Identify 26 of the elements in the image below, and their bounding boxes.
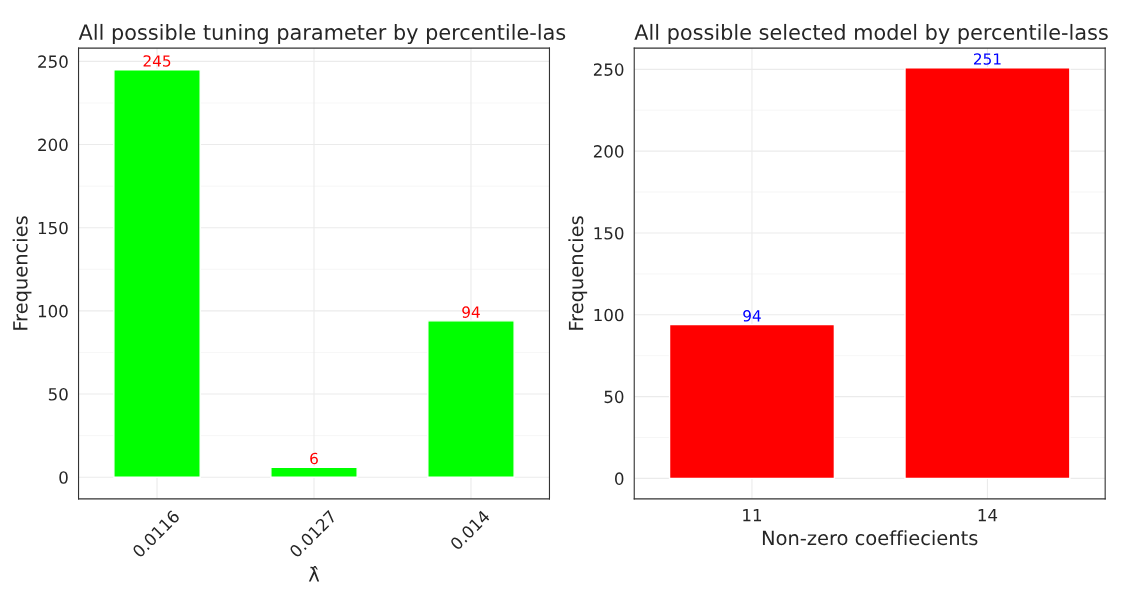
y-tick-label: 250 [38, 55, 68, 68]
y-tick-label: 150 [38, 221, 68, 235]
y-axis-title: Frequencies [568, 216, 588, 330]
y-tick-label: 0 [59, 471, 68, 484]
y-tick-label: 0 [615, 472, 624, 485]
y-tick-label: 100 [594, 308, 624, 322]
data-label: 6 [310, 452, 318, 465]
chart-title: All possible tuning parameter by percentile-las [78, 23, 566, 45]
bar [270, 466, 358, 478]
x-tick-label: 11 [743, 509, 762, 522]
y-tick-label: 250 [593, 63, 624, 76]
x-axis-title: Non-zero coeffiecients [762, 530, 978, 546]
x-axis-title: λ̂ [308, 565, 320, 582]
y-tick-label: 200 [38, 138, 68, 152]
y-tick-label: 200 [593, 145, 624, 158]
data-label: 251 [973, 53, 1001, 65]
y-tick-label: 50 [48, 388, 68, 401]
data-label: 94 [743, 310, 761, 322]
y-tick-label: 150 [594, 226, 624, 240]
x-tick-label: 14 [978, 509, 998, 522]
chart-title: All possible selected model by percentile-lass [634, 23, 1108, 45]
y-tick-label: 50 [604, 390, 624, 404]
data-label: 245 [143, 55, 171, 67]
y-tick-label: 100 [38, 304, 68, 318]
y-axis-title: Frequencies [12, 216, 32, 330]
data-label: 94 [462, 306, 480, 318]
